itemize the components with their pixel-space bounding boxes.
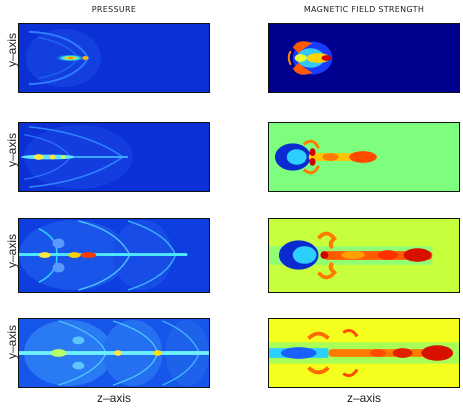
y-axis-label-row-4: y–axis bbox=[5, 325, 19, 360]
pressure-map-2 bbox=[19, 123, 209, 191]
pressure-panel-row-3 bbox=[18, 218, 210, 293]
magnetic-field-panel-row-1 bbox=[268, 23, 460, 93]
magnetic-field-panel-row-3 bbox=[268, 218, 460, 293]
pressure-map-1 bbox=[19, 24, 209, 92]
pressure-map-4 bbox=[19, 319, 209, 387]
pressure-panel-row-1 bbox=[18, 23, 210, 93]
pressure-column-title: PRESSURE bbox=[91, 5, 137, 14]
magnetic-field-map-2 bbox=[269, 123, 459, 191]
y-axis-label-row-1: y–axis bbox=[5, 33, 19, 68]
pressure-panel-row-2 bbox=[18, 122, 210, 192]
y-axis-label-row-3: y–axis bbox=[5, 234, 19, 269]
y-axis-label-row-2: y–axis bbox=[5, 133, 19, 168]
magnetic-field-map-1 bbox=[269, 24, 459, 92]
magnetic-field-map-4 bbox=[269, 319, 459, 387]
magnetic-field-map-3 bbox=[269, 219, 459, 292]
pressure-map-3 bbox=[19, 219, 209, 292]
x-axis-label-pressure: z–axis bbox=[96, 391, 131, 405]
x-axis-label-magnetic-field: z–axis bbox=[346, 391, 381, 405]
pressure-panel-row-4 bbox=[18, 318, 210, 388]
magnetic-field-panel-row-4 bbox=[268, 318, 460, 388]
magnetic-field-column-title: MAGNETIC FIELD STRENGTH bbox=[303, 5, 425, 14]
magnetic-field-panel-row-2 bbox=[268, 122, 460, 192]
